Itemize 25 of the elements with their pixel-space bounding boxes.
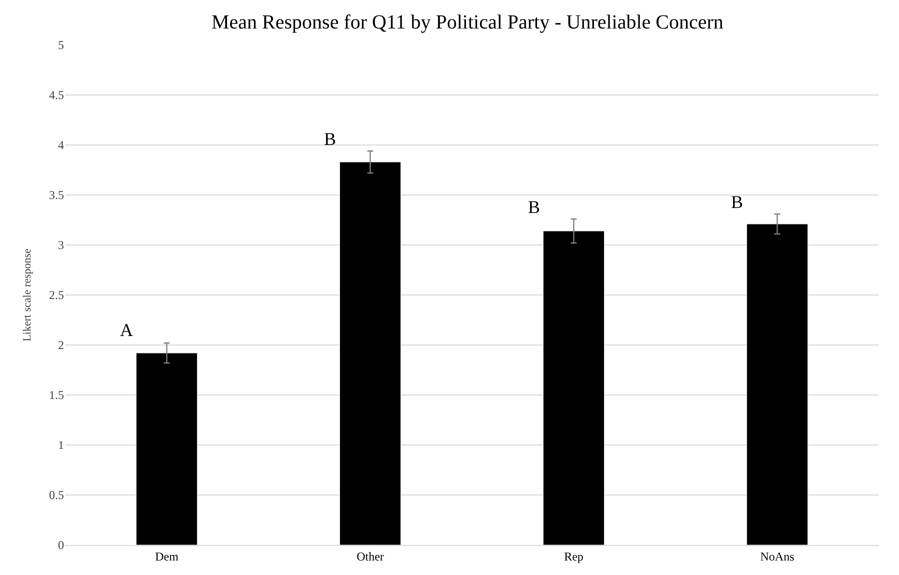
annotation: B	[324, 129, 336, 149]
y-tick-label: 1	[58, 438, 64, 452]
y-tick-label: 5	[58, 38, 64, 52]
bar	[542, 230, 605, 545]
y-tick-label: 2.5	[49, 288, 64, 302]
annotation: B	[731, 192, 744, 212]
x-tick-label: Dem	[155, 549, 180, 564]
annotation: B	[528, 197, 540, 217]
annotation: A	[120, 320, 133, 340]
x-tick-label: Other	[356, 549, 384, 564]
y-tick-label: 0.5	[49, 488, 64, 502]
bar	[746, 224, 808, 545]
y-tick-label: 2	[58, 338, 64, 352]
y-axis-title: Likert scale response	[22, 248, 34, 342]
x-tick-label: NoAns	[760, 549, 795, 564]
y-tick-label: 0	[58, 538, 64, 552]
y-tick-label: 4.5	[49, 88, 64, 102]
y-tick-label: 4	[58, 138, 64, 152]
y-tick-label: 3	[58, 238, 64, 252]
y-tick-label: 1.5	[49, 388, 64, 402]
y-tick-label: 3.5	[49, 188, 64, 202]
bar	[339, 162, 402, 545]
x-tick-label: Rep	[564, 549, 584, 564]
bar	[136, 352, 198, 545]
chart-title: Mean Response for Q11 by Political Party - Unreliable Concern	[212, 11, 724, 34]
